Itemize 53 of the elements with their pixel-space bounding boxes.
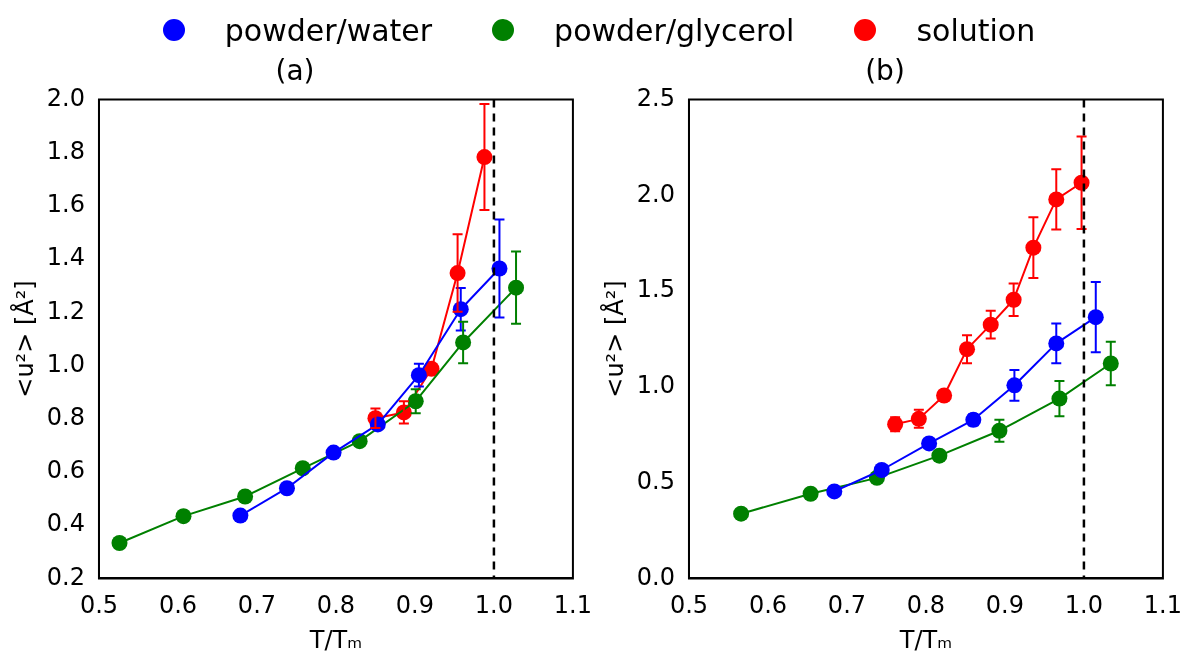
point xyxy=(873,462,890,478)
point xyxy=(111,535,128,552)
x-tick-label: 0.7 xyxy=(827,591,867,620)
y-tick-label: 1.0 xyxy=(636,371,675,400)
x-axis-title: T/Tₘ xyxy=(308,625,363,654)
point xyxy=(931,447,948,464)
point xyxy=(294,460,311,477)
x-tick-label: 0.8 xyxy=(906,591,946,620)
x-tick-label: 0.9 xyxy=(395,591,435,620)
y-tick-label: 1.5 xyxy=(636,275,675,304)
x-tick-label: 0.5 xyxy=(79,591,119,620)
x-tick-label: 0.5 xyxy=(669,591,709,620)
point xyxy=(325,444,342,461)
point xyxy=(921,435,938,452)
point xyxy=(232,507,249,524)
y-tick-label: 0.2 xyxy=(46,562,85,591)
x-tick-label: 0.9 xyxy=(985,591,1025,620)
y-axis-title: <u²> [Å²] xyxy=(9,280,39,398)
point xyxy=(802,485,819,502)
point xyxy=(733,505,750,522)
y-tick-label: 1.0 xyxy=(46,349,85,378)
x-tick-label: 1.1 xyxy=(1143,591,1182,620)
x-tick-label: 0.7 xyxy=(237,591,277,620)
x-tick-label: 0.6 xyxy=(158,591,198,620)
point xyxy=(278,480,295,497)
x-tick-label: 0.6 xyxy=(748,591,788,620)
y-tick-label: 1.2 xyxy=(46,296,85,325)
y-tick-label: 1.4 xyxy=(46,243,85,272)
y-tick-label: 2.0 xyxy=(46,83,85,112)
point xyxy=(826,483,843,500)
chart-title: (a) xyxy=(275,54,315,88)
point xyxy=(936,387,953,404)
legend-label: solution xyxy=(916,12,1036,48)
y-tick-label: 0.5 xyxy=(636,466,675,495)
y-tick-label: 1.6 xyxy=(46,190,85,219)
y-tick-label: 2.5 xyxy=(636,83,675,112)
x-tick-label: 1.0 xyxy=(474,591,514,620)
y-tick-label: 0.0 xyxy=(636,562,675,591)
legend-label: powder/glycerol xyxy=(554,12,795,48)
y-tick-label: 0.8 xyxy=(46,403,85,432)
x-axis-title: T/Tₘ xyxy=(898,625,953,654)
x-tick-label: 1.0 xyxy=(1064,591,1104,620)
y-tick-label: 0.6 xyxy=(46,456,85,485)
point xyxy=(237,488,254,505)
y-tick-label: 1.8 xyxy=(46,137,85,166)
y-tick-label: 0.4 xyxy=(46,509,85,538)
x-tick-label: 0.8 xyxy=(316,591,356,620)
y-tick-label: 2.0 xyxy=(636,179,675,208)
x-tick-label: 1.1 xyxy=(553,591,592,620)
chart-title: (b) xyxy=(865,54,905,88)
legend-label: powder/water xyxy=(224,12,433,48)
y-axis-title: <u²> [Å²] xyxy=(599,280,629,398)
point xyxy=(175,508,192,525)
